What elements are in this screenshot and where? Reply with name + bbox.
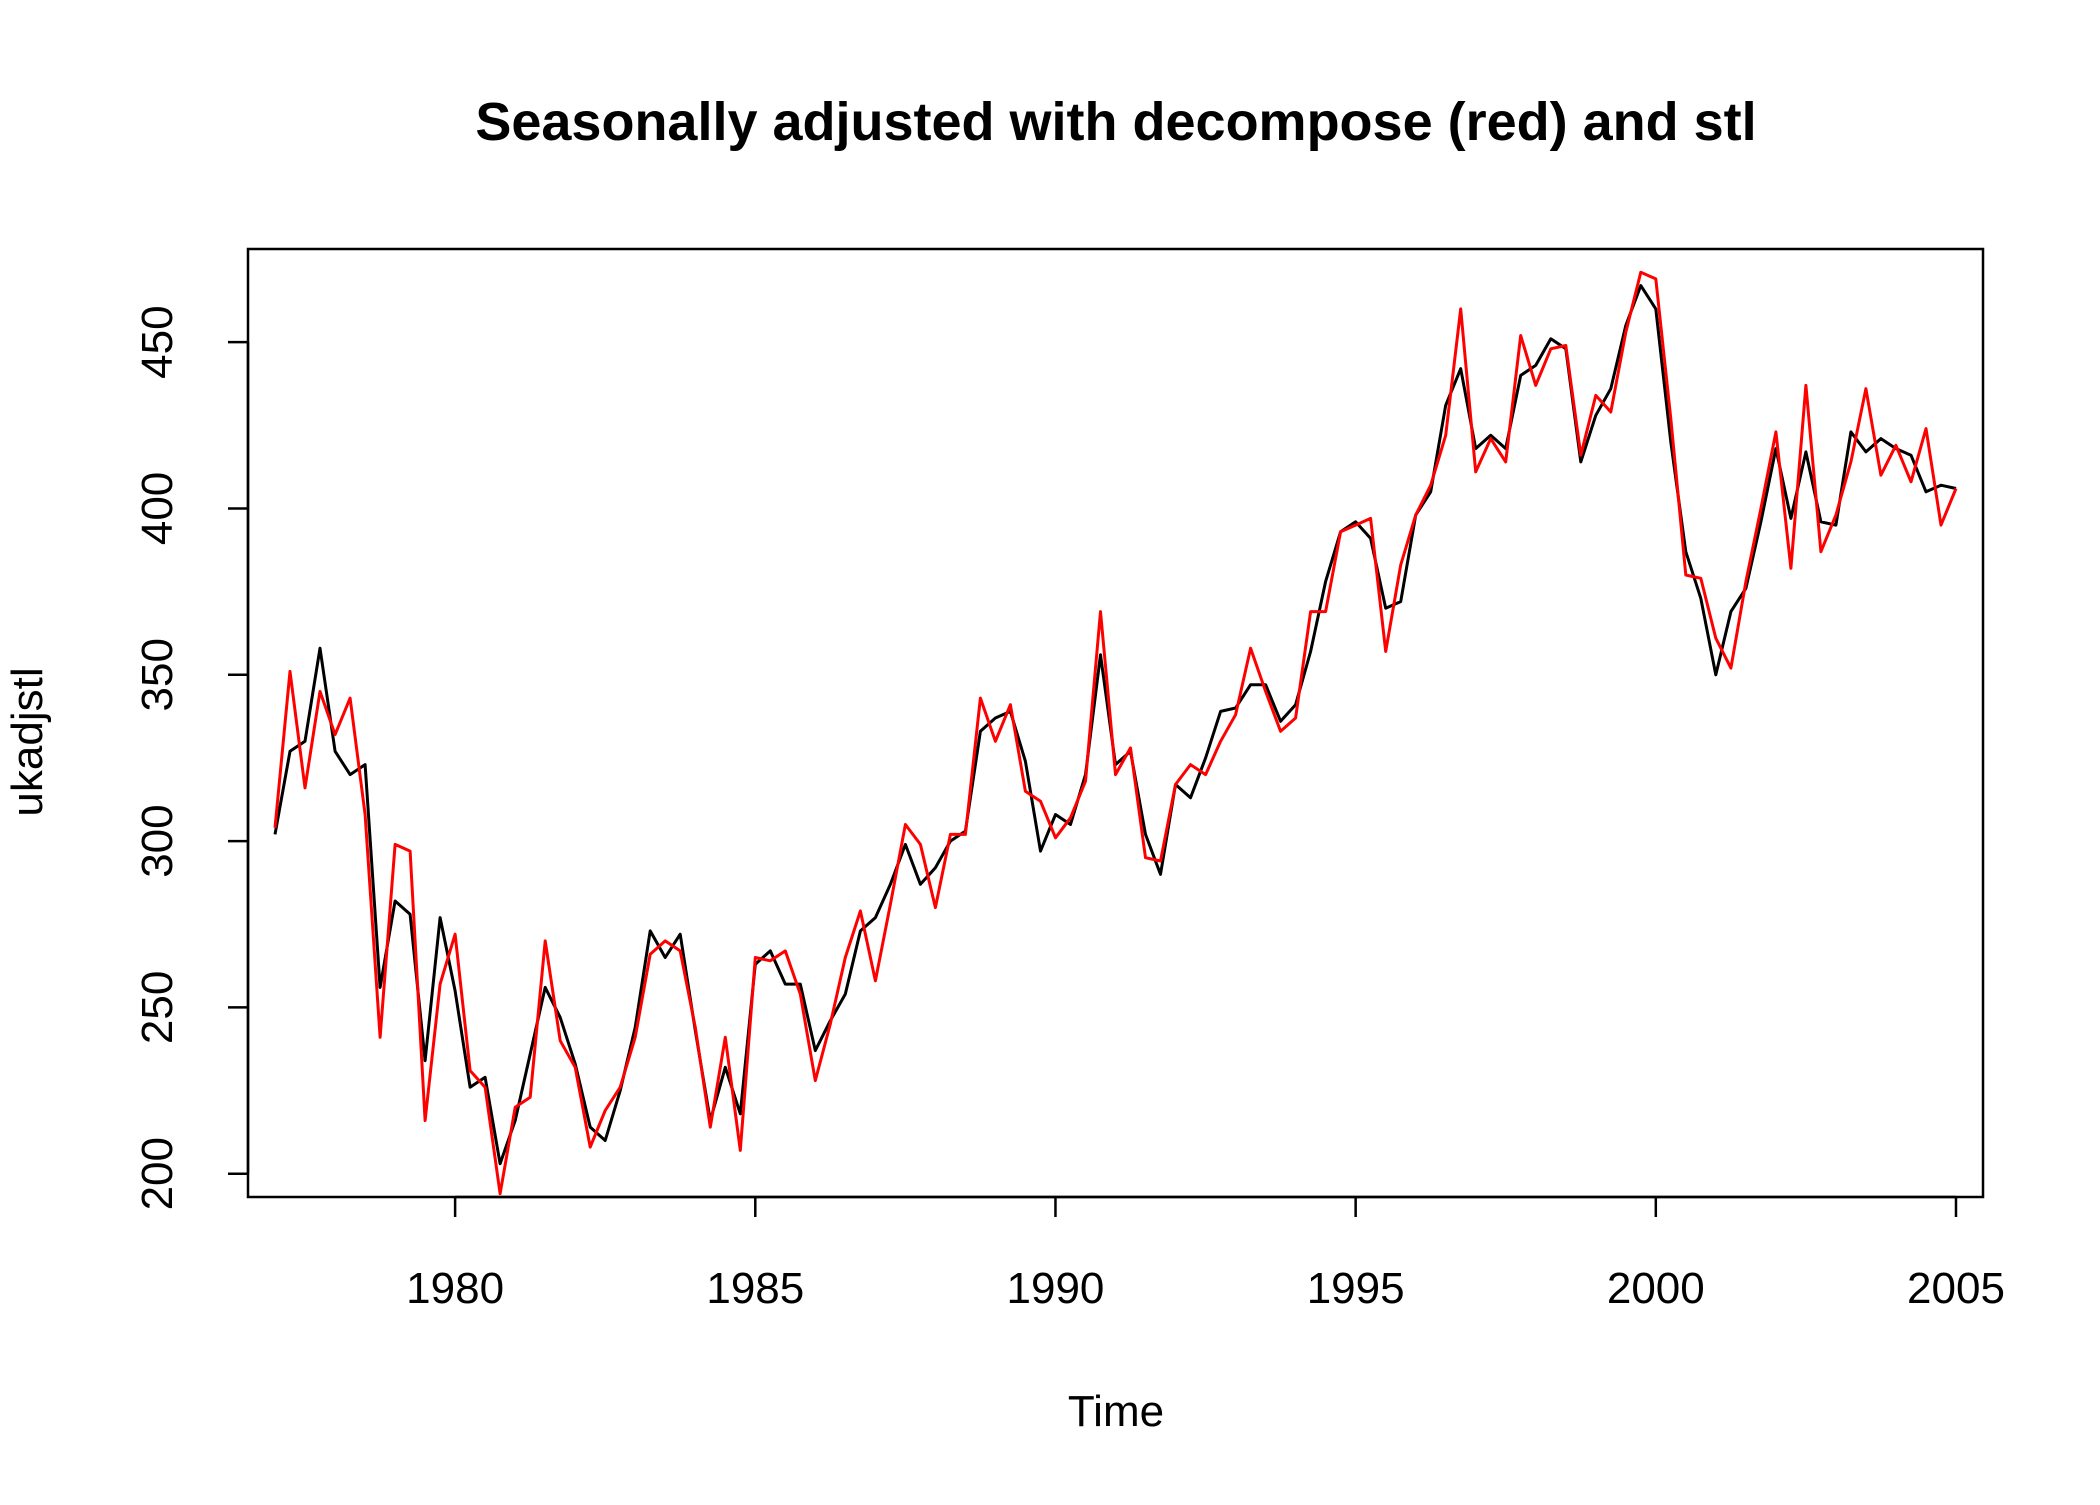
y-tick-label: 450 xyxy=(133,305,182,378)
x-tick-label: 1990 xyxy=(1007,1264,1105,1313)
series-line-red xyxy=(273,270,1958,1196)
y-tick-label: 300 xyxy=(133,804,182,877)
x-tick-label: 2005 xyxy=(1907,1264,2005,1313)
x-tick-label: 1995 xyxy=(1307,1264,1405,1313)
x-axis-label: Time xyxy=(1068,1387,1164,1436)
y-axis: 200 250 300 350 400 450 xyxy=(133,305,250,1210)
x-tick-label: 2000 xyxy=(1607,1264,1705,1313)
y-tick-label: 250 xyxy=(133,971,182,1044)
y-tick-label: 200 xyxy=(133,1137,182,1210)
y-tick-label: 400 xyxy=(133,472,182,545)
x-tick-label: 1980 xyxy=(406,1264,504,1313)
y-axis-label: ukadjstl xyxy=(3,667,52,816)
series-layer xyxy=(273,270,1958,1196)
chart-title: Seasonally adjusted with decompose (red)… xyxy=(475,92,1756,152)
x-axis: 1980 1985 1990 1995 2000 2005 xyxy=(406,1195,2005,1313)
y-tick-label: 350 xyxy=(133,638,182,711)
x-tick-label: 1985 xyxy=(706,1264,804,1313)
